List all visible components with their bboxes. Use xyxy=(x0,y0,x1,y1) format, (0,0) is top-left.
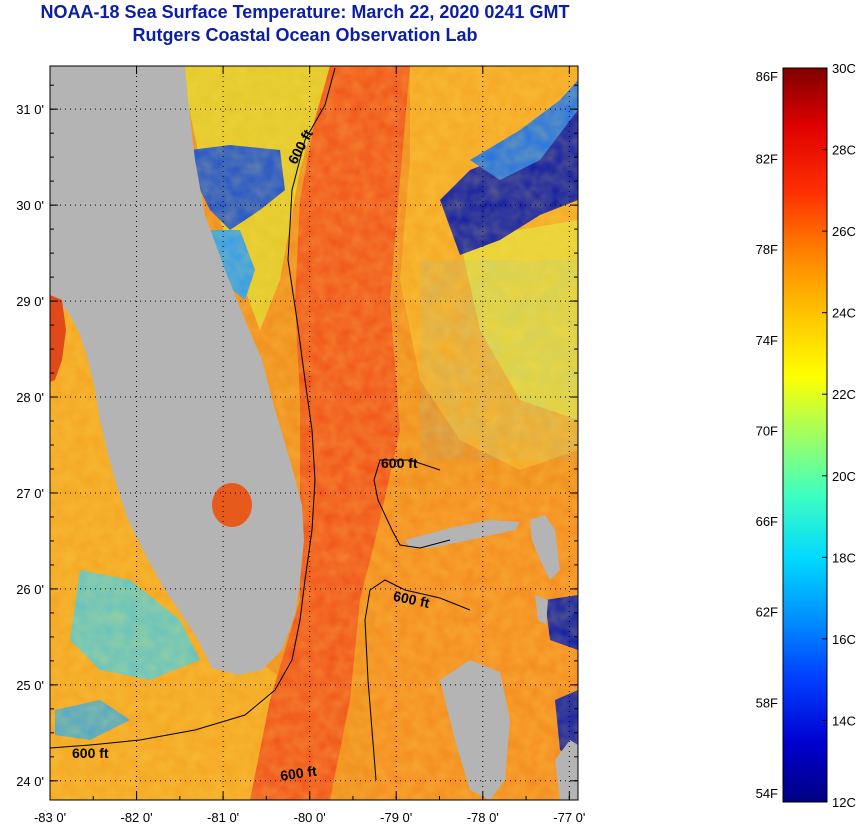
grand-bahama-island xyxy=(405,520,520,548)
lon-tick-label: -78 0' xyxy=(467,810,499,825)
gulf-coast-warm-strip xyxy=(50,295,66,382)
lon-tick-label: -77 0' xyxy=(553,810,585,825)
colorbar-celsius-label: 12C xyxy=(832,795,856,810)
colorbar-celsius-label: 14C xyxy=(832,713,856,728)
lat-tick-label: 30 0' xyxy=(16,198,44,213)
lat-tick-label: 25 0' xyxy=(16,678,44,693)
lon-tick-label: -80 0' xyxy=(294,810,326,825)
lat-tick-label: 28 0' xyxy=(16,390,44,405)
isobath-600ft-florida xyxy=(50,67,336,749)
abaco-island xyxy=(530,515,560,580)
colorbar-fahrenheit-label: 78F xyxy=(756,242,778,257)
contour-label: 600 ft xyxy=(392,588,431,611)
lat-tick-label: 29 0' xyxy=(16,294,44,309)
lake-okeechobee xyxy=(212,483,252,527)
colorbar-celsius-label: 16C xyxy=(832,632,856,647)
colorbar-fahrenheit-label: 54F xyxy=(756,786,778,801)
colorbar-celsius-label: 22C xyxy=(832,387,856,402)
lat-tick-label: 26 0' xyxy=(16,582,44,597)
colorbar-fahrenheit-label: 74F xyxy=(756,333,778,348)
isobath-600ft-bahama-north xyxy=(373,459,451,549)
colorbar-celsius-label: 20C xyxy=(832,469,856,484)
colorbar-fahrenheit-label: 86F xyxy=(756,69,778,84)
andros-island xyxy=(440,660,510,800)
sst-texture-cool xyxy=(420,260,578,460)
colorbar-fahrenheit-label: 58F xyxy=(756,695,778,710)
lon-tick-label: -81 0' xyxy=(207,810,239,825)
small-island xyxy=(535,595,548,625)
map-frame xyxy=(49,65,579,801)
contour-label: 600 ft xyxy=(279,763,318,784)
map-title: NOAA-18 Sea Surface Temperature: March 2… xyxy=(40,2,570,22)
lat-tick-label: 24 0' xyxy=(16,774,44,789)
colorbar-celsius-label: 18C xyxy=(832,550,856,565)
sst-field xyxy=(50,66,578,800)
cuba-edge xyxy=(555,740,578,800)
colorbar-celsius-label: 28C xyxy=(832,143,856,158)
colorbar-celsius-label: 24C xyxy=(832,306,856,321)
contour-label: 600 ft xyxy=(381,455,418,471)
colorbar-labels: 30C 28C 26C 24C 22C 20C 18C 16C 14C 12C 86F 82F 78F 7… xyxy=(756,61,856,810)
map-subtitle: Rutgers Coastal Ocean Observation Lab xyxy=(132,25,478,45)
lon-tick-label: -82 0' xyxy=(120,810,152,825)
colorbar-fahrenheit-label: 82F xyxy=(756,152,778,167)
lat-tick-label: 31 0' xyxy=(16,102,44,117)
colorbar-fahrenheit-label: 62F xyxy=(756,605,778,620)
lon-tick-label: -83 0' xyxy=(34,810,66,825)
colorbar-fahrenheit-label: 70F xyxy=(756,423,778,438)
graticule xyxy=(49,66,578,800)
colorbar-celsius-label: 30C xyxy=(832,61,856,76)
isobath-600ft-bahama-south xyxy=(364,579,471,781)
colorbar-celsius-label: 26C xyxy=(832,224,856,239)
lon-tick-label: -79 0' xyxy=(380,810,412,825)
colorbar-fahrenheit-label: 66F xyxy=(756,514,778,529)
lat-tick-label: 27 0' xyxy=(16,486,44,501)
contour-label: 600 ft xyxy=(72,745,109,761)
axis-ticks: -83 0' -82 0' -81 0' -80 0' -79 0' -78 0' -77 … xyxy=(16,66,585,825)
colorbar-gradient xyxy=(782,67,828,803)
